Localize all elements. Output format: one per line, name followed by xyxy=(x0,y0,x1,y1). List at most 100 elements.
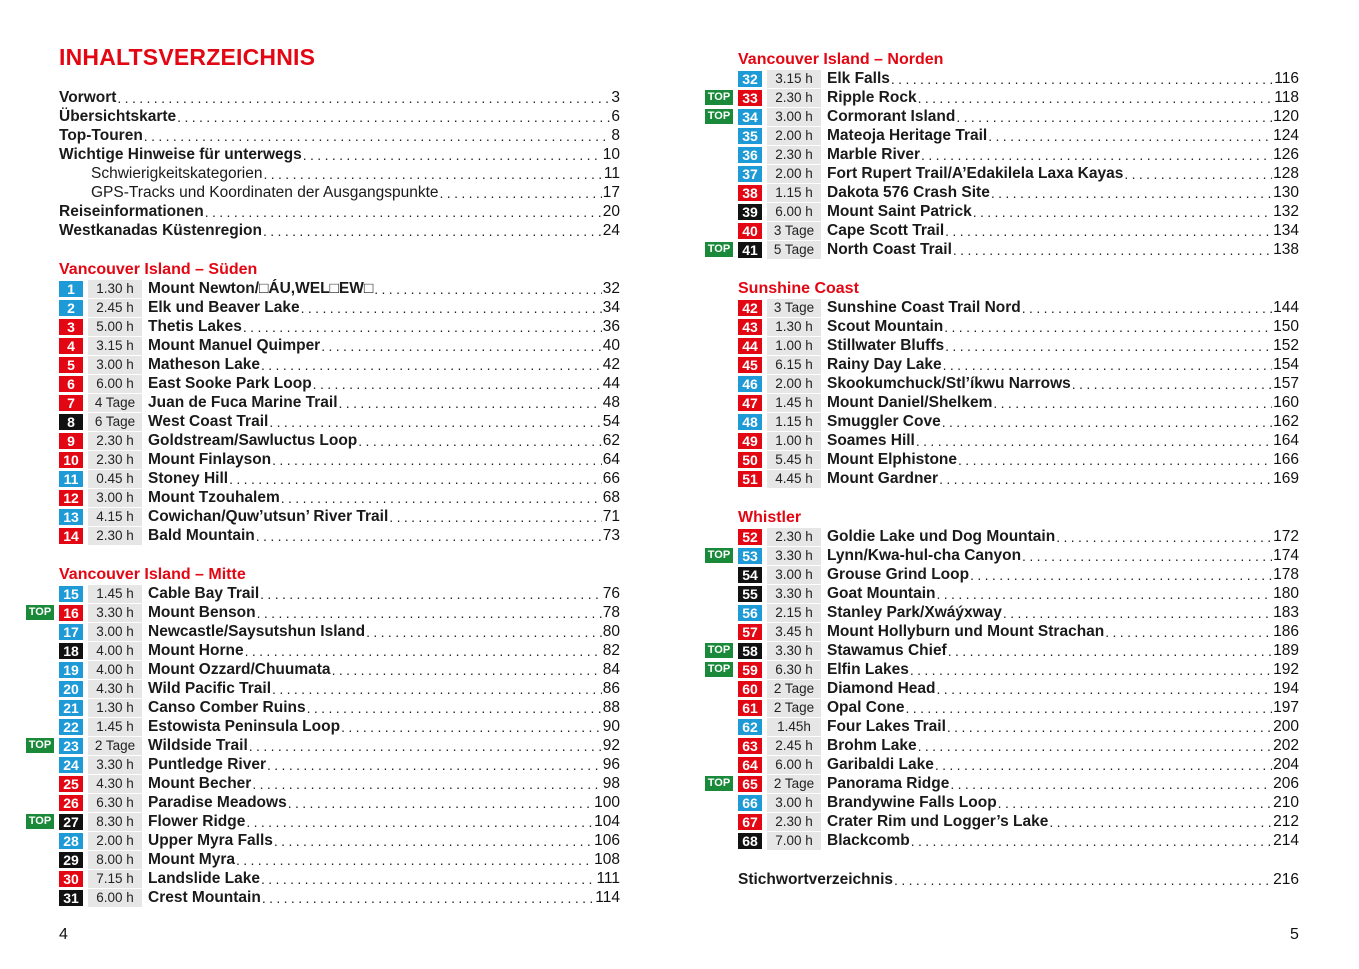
page-number-left: 4 xyxy=(59,926,68,943)
tour-entry[interactable]: TOP 23 2 Tage Wildside Trail 92 xyxy=(26,736,620,755)
tour-entry[interactable]: 60 2 Tage Diamond Head 194 xyxy=(705,679,1299,698)
duration: 3.00 h xyxy=(767,793,821,812)
tour-entry[interactable]: 7 4 Tage Juan de Fuca Marine Trail 48 xyxy=(26,393,620,412)
tour-entry[interactable]: 28 2.00 h Upper Myra Falls 106 xyxy=(26,831,620,850)
tour-entry[interactable]: 63 2.45 h Brohm Lake 202 xyxy=(705,736,1299,755)
tour-entry[interactable]: TOP 53 3.30 h Lynn/Kwa-hul-cha Canyon 174 xyxy=(705,546,1299,565)
tour-entry[interactable]: 56 2.15 h Stanley Park/Xwáýxway 183 xyxy=(705,603,1299,622)
tour-entry[interactable]: 14 2.30 h Bald Mountain 73 xyxy=(26,526,620,545)
toc-entry[interactable]: Übersichtskarte 6 xyxy=(26,107,620,126)
tour-entry[interactable]: 35 2.00 h Mateoja Heritage Trail 124 xyxy=(705,126,1299,145)
tour-entry[interactable]: 54 3.00 h Grouse Grind Loop 178 xyxy=(705,565,1299,584)
tour-entry[interactable]: 47 1.45 h Mount Daniel/Shelkem 160 xyxy=(705,393,1299,412)
toc-entry[interactable]: Schwierigkeitskategorien 11 xyxy=(26,164,620,183)
tour-entry[interactable]: 50 5.45 h Mount Elphistone 166 xyxy=(705,450,1299,469)
tour-entry[interactable]: 46 2.00 h Skookumchuck/Stl’íkwu Narrows 157 xyxy=(705,374,1299,393)
tour-entry[interactable]: 57 3.45 h Mount Hollyburn und Mount Strach… xyxy=(705,622,1299,641)
toc-entry[interactable]: Wichtige Hinweise für unterwegs 10 xyxy=(26,145,620,164)
tour-entry[interactable]: 39 6.00 h Mount Saint Patrick 132 xyxy=(705,202,1299,221)
tour-entry[interactable]: 3 5.00 h Thetis Lakes 36 xyxy=(26,317,620,336)
tour-entry[interactable]: 20 4.30 h Wild Pacific Trail 86 xyxy=(26,679,620,698)
tour-entry[interactable]: 12 3.00 h Mount Tzouhalem 68 xyxy=(26,488,620,507)
tour-page: 114 xyxy=(595,888,620,906)
tour-entry[interactable]: 11 0.45 h Stoney Hill 66 xyxy=(26,469,620,488)
toc-entry[interactable]: Westkanadas Küstenregion 24 xyxy=(26,221,620,240)
tour-number-badge: 30 xyxy=(59,870,83,887)
toc-entry[interactable]: Top-Touren 8 xyxy=(26,126,620,145)
tour-entry[interactable]: 8 6 Tage West Coast Trail 54 xyxy=(26,412,620,431)
tour-name: Paradise Meadows xyxy=(148,793,287,811)
tour-entry[interactable]: 15 1.45 h Cable Bay Trail 76 xyxy=(26,584,620,603)
tour-entry[interactable]: 61 2 Tage Opal Cone 197 xyxy=(705,698,1299,717)
tour-entry[interactable]: 38 1.15 h Dakota 576 Crash Site 130 xyxy=(705,183,1299,202)
dot-leader xyxy=(935,757,1272,773)
tour-entry[interactable]: 62 1.45h Four Lakes Trail 200 xyxy=(705,717,1299,736)
duration: 3 Tage xyxy=(767,221,821,240)
tour-entry[interactable]: 25 4.30 h Mount Becher 98 xyxy=(26,774,620,793)
tour-number-badge: 46 xyxy=(738,375,762,392)
tour-entry[interactable]: 32 3.15 h Elk Falls 116 xyxy=(705,69,1299,88)
tour-entry[interactable]: 1 1.30 h Mount Newton/□ÁU,WEL□EW□ 32 xyxy=(26,279,620,298)
dot-leader xyxy=(249,738,602,754)
tour-entry[interactable]: 2 2.45 h Elk und Beaver Lake 34 xyxy=(26,298,620,317)
tour-entry[interactable]: 51 4.45 h Mount Gardner 169 xyxy=(705,469,1299,488)
tour-entry[interactable]: 64 6.00 h Garibaldi Lake 204 xyxy=(705,755,1299,774)
tour-entry[interactable]: 48 1.15 h Smuggler Cove 162 xyxy=(705,412,1299,431)
top-badge-placeholder xyxy=(705,833,733,848)
tour-entry[interactable]: 29 8.00 h Mount Myra 108 xyxy=(26,850,620,869)
tour-entry[interactable]: 67 2.30 h Crater Rim und Logger’s Lake 212 xyxy=(705,812,1299,831)
tour-entry[interactable]: 66 3.00 h Brandywine Falls Loop 210 xyxy=(705,793,1299,812)
tour-name: Stoney Hill xyxy=(148,469,229,487)
tour-entry[interactable]: 31 6.00 h Crest Mountain 114 xyxy=(26,888,620,907)
tour-name: Elk Falls xyxy=(827,69,890,87)
toc-entry[interactable]: Vorwort 3 xyxy=(26,88,620,107)
tour-entry[interactable]: TOP 16 3.30 h Mount Benson 78 xyxy=(26,603,620,622)
tour-entry[interactable]: 24 3.30 h Puntledge River 96 xyxy=(26,755,620,774)
tour-entry[interactable]: 55 3.30 h Goat Mountain 180 xyxy=(705,584,1299,603)
tour-entry[interactable]: TOP 34 3.00 h Cormorant Island 120 xyxy=(705,107,1299,126)
tour-entry[interactable]: 37 2.00 h Fort Rupert Trail/A’Edakilela La… xyxy=(705,164,1299,183)
tour-entry[interactable]: 17 3.00 h Newcastle/Saysutshun Island 80 xyxy=(26,622,620,641)
tour-entry[interactable]: 44 1.00 h Stillwater Bluffs 152 xyxy=(705,336,1299,355)
tour-name: Fort Rupert Trail/A’Edakilela Laxa Kayas xyxy=(827,164,1124,182)
tour-entry[interactable]: TOP 59 6.30 h Elfin Lakes 192 xyxy=(705,660,1299,679)
tour-entry[interactable]: 45 6.15 h Rainy Day Lake 154 xyxy=(705,355,1299,374)
tour-entry[interactable]: 52 2.30 h Goldie Lake und Dog Mountain 172 xyxy=(705,527,1299,546)
tour-number-badge: 38 xyxy=(738,184,762,201)
tour-entry[interactable]: 18 4.00 h Mount Horne 82 xyxy=(26,641,620,660)
tour-entry[interactable]: 10 2.30 h Mount Finlayson 64 xyxy=(26,450,620,469)
tour-page: 66 xyxy=(602,469,620,487)
tour-entry[interactable]: 30 7.15 h Landslide Lake 111 xyxy=(26,869,620,888)
toc-entry-index[interactable]: Stichwortverzeichnis 216 xyxy=(705,870,1299,889)
toc-entry[interactable]: Reiseinformationen 20 xyxy=(26,202,620,221)
tour-entry[interactable]: TOP 33 2.30 h Ripple Rock 118 xyxy=(705,88,1299,107)
dot-leader xyxy=(267,757,602,773)
duration: 3.30 h xyxy=(88,755,142,774)
tour-entry[interactable]: 43 1.30 h Scout Mountain 150 xyxy=(705,317,1299,336)
tour-entry[interactable]: 5 3.00 h Matheson Lake 42 xyxy=(26,355,620,374)
tour-entry[interactable]: 21 1.30 h Canso Comber Ruins 88 xyxy=(26,698,620,717)
tour-page: 48 xyxy=(602,393,620,411)
top-badge: TOP xyxy=(705,643,733,658)
tour-entry[interactable]: 42 3 Tage Sunshine Coast Trail Nord 144 xyxy=(705,298,1299,317)
tour-entry[interactable]: 9 2.30 h Goldstream/Sawluctus Loop 62 xyxy=(26,431,620,450)
tour-name: Mount Horne xyxy=(148,641,244,659)
tour-entry[interactable]: 22 1.45 h Estowista Peninsula Loop 90 xyxy=(26,717,620,736)
tour-entry[interactable]: 19 4.00 h Mount Ozzard/Chuumata 84 xyxy=(26,660,620,679)
tour-entry[interactable]: 6 6.00 h East Sooke Park Loop 44 xyxy=(26,374,620,393)
duration: 6.00 h xyxy=(88,374,142,393)
tour-entry[interactable]: 4 3.15 h Mount Manuel Quimper 40 xyxy=(26,336,620,355)
toc-entry[interactable]: GPS-Tracks und Koordinaten der Ausgangsp… xyxy=(26,183,620,202)
dot-leader xyxy=(301,300,602,316)
tour-entry[interactable]: TOP 41 5 Tage North Coast Trail 138 xyxy=(705,240,1299,259)
tour-entry[interactable]: 49 1.00 h Soames Hill 164 xyxy=(705,431,1299,450)
tour-entry[interactable]: 13 4.15 h Cowichan/Quw’utsun’ River Trail 7… xyxy=(26,507,620,526)
tour-entry[interactable]: 40 3 Tage Cape Scott Trail 134 xyxy=(705,221,1299,240)
tour-entry[interactable]: 68 7.00 h Blackcomb 214 xyxy=(705,831,1299,850)
top-badge-placeholder xyxy=(705,71,733,86)
tour-entry[interactable]: 26 6.30 h Paradise Meadows 100 xyxy=(26,793,620,812)
tour-entry[interactable]: TOP 58 3.30 h Stawamus Chief 189 xyxy=(705,641,1299,660)
tour-entry[interactable]: TOP 65 2 Tage Panorama Ridge 206 xyxy=(705,774,1299,793)
tour-entry[interactable]: TOP 27 8.30 h Flower Ridge 104 xyxy=(26,812,620,831)
tour-entry[interactable]: 36 2.30 h Marble River 126 xyxy=(705,145,1299,164)
